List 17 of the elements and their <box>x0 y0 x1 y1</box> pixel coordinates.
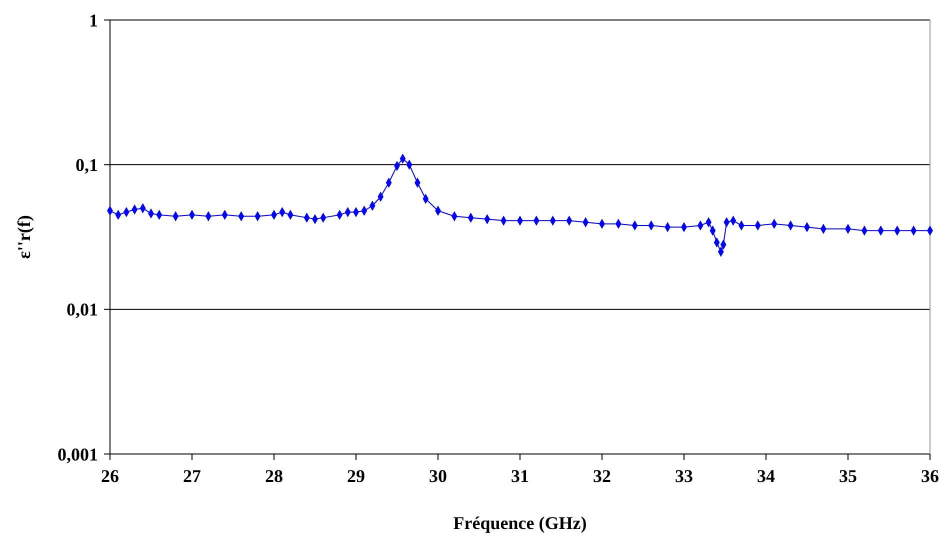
x-axis-title: Fréquence (GHz) <box>453 513 587 533</box>
x-tick-label: 26 <box>101 466 119 486</box>
x-tick-label: 32 <box>593 466 611 486</box>
y-axis-title: ε''r(f) <box>14 215 34 259</box>
x-tick-label: 36 <box>921 466 939 486</box>
x-tick-label: 30 <box>429 466 447 486</box>
y-tick-label: 1 <box>89 10 98 30</box>
y-tick-label: 0,1 <box>76 154 98 175</box>
x-tick-label: 34 <box>757 466 775 486</box>
x-tick-label: 27 <box>183 466 201 486</box>
x-tick-label: 28 <box>265 466 283 486</box>
x-tick-label: 29 <box>347 466 365 486</box>
y-tick-label: 0,01 <box>66 300 98 320</box>
y-tick-label: 0,001 <box>58 444 98 464</box>
x-tick-label: 31 <box>511 466 529 486</box>
x-tick-label: 35 <box>839 466 857 486</box>
x-tick-label: 33 <box>675 466 693 486</box>
